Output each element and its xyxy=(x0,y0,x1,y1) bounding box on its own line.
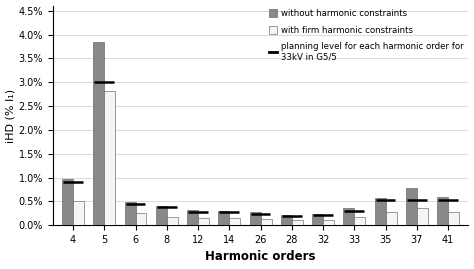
Bar xyxy=(312,214,323,225)
Bar xyxy=(355,217,365,225)
Bar xyxy=(323,220,334,225)
X-axis label: Harmonic orders: Harmonic orders xyxy=(205,250,316,263)
Bar xyxy=(281,215,292,225)
Bar xyxy=(167,217,178,225)
Bar xyxy=(437,197,448,225)
Bar xyxy=(417,207,428,225)
Bar xyxy=(73,201,84,225)
Bar xyxy=(136,213,146,225)
Bar xyxy=(250,212,261,225)
Bar xyxy=(229,218,240,225)
Bar xyxy=(125,202,136,225)
Legend: without harmonic constraints, with firm harmonic constraints, planning level for: without harmonic constraints, with firm … xyxy=(265,5,467,65)
Y-axis label: iHD (% I₁): iHD (% I₁) xyxy=(6,89,16,143)
Bar xyxy=(187,210,198,225)
Bar xyxy=(292,220,303,225)
Bar xyxy=(343,207,355,225)
Bar xyxy=(386,212,397,225)
Bar xyxy=(62,179,73,225)
Bar xyxy=(374,197,386,225)
Bar xyxy=(198,218,209,225)
Bar xyxy=(448,212,459,225)
Bar xyxy=(261,219,272,225)
Bar xyxy=(406,189,417,225)
Bar xyxy=(93,42,104,225)
Bar xyxy=(156,206,167,225)
Bar xyxy=(104,91,115,225)
Bar xyxy=(219,211,229,225)
